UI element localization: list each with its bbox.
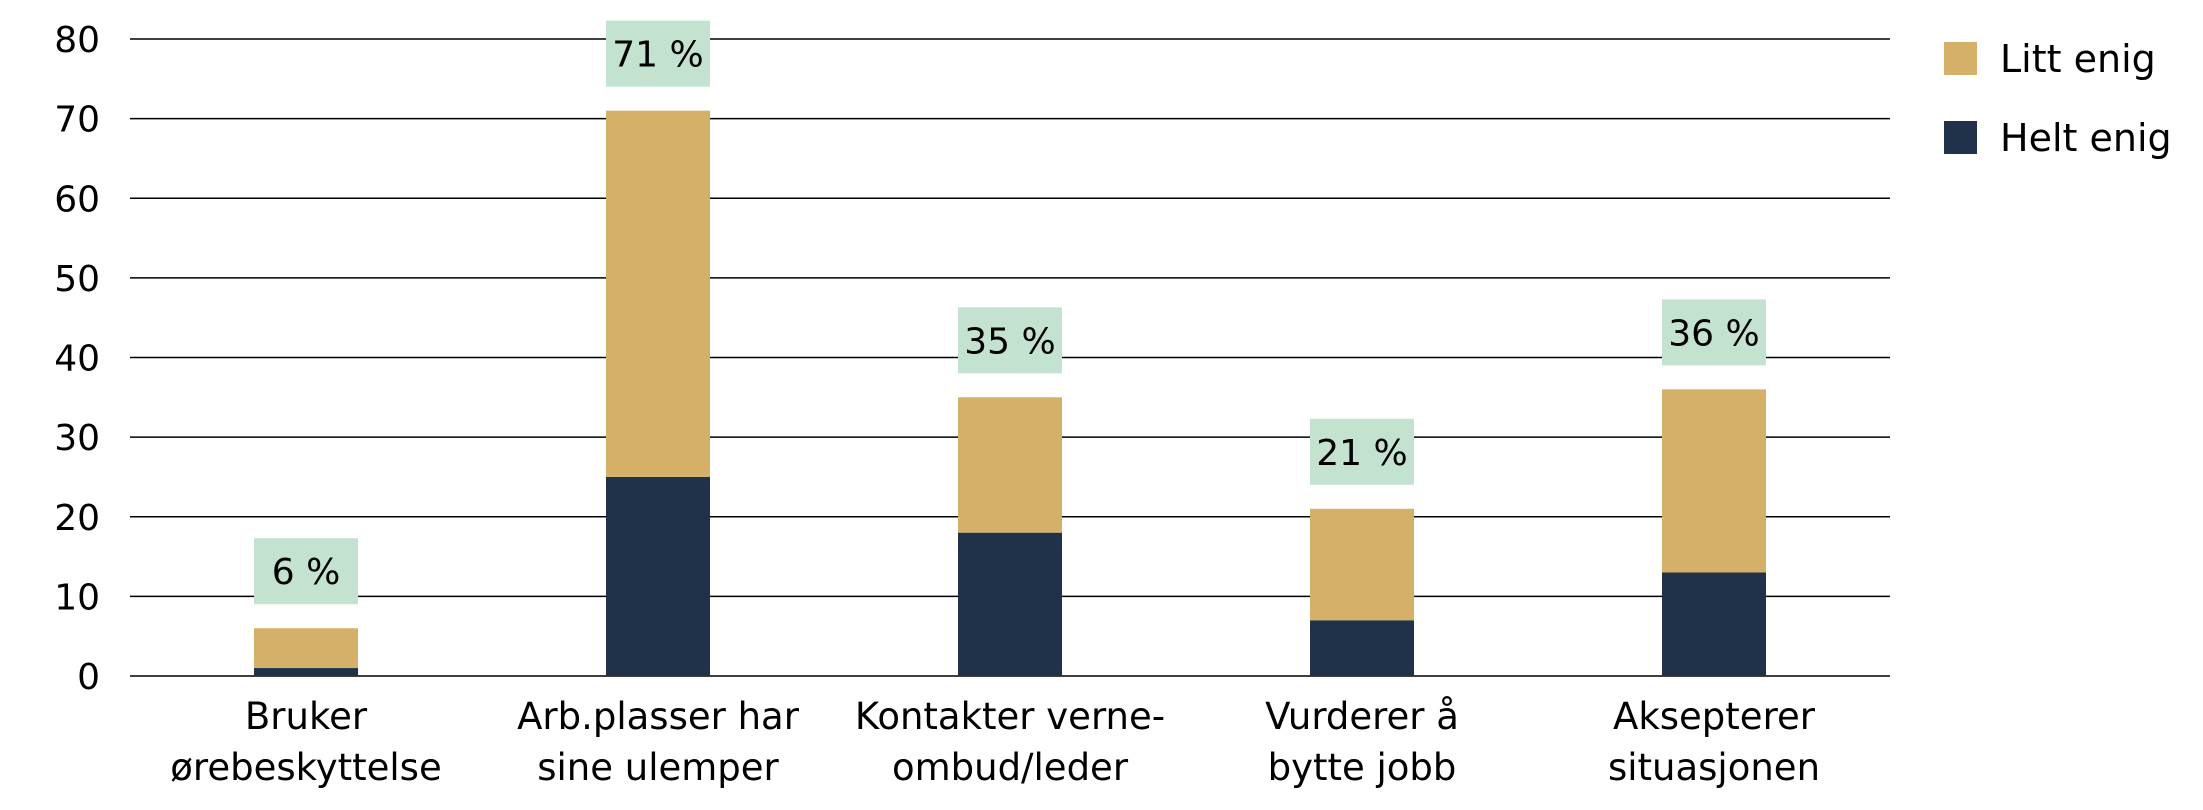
x-tick-label: Kontakter verne- — [855, 695, 1165, 738]
y-tick-label: 30 — [54, 418, 100, 459]
total-label-text: 21 % — [1316, 433, 1407, 474]
x-tick-label: ørebeskyttelse — [170, 746, 441, 789]
total-label: 35 % — [958, 307, 1062, 374]
y-tick-label: 60 — [54, 179, 100, 220]
bar-helt-enig — [1310, 620, 1414, 676]
bar-litt-enig — [254, 628, 358, 669]
bar-litt-enig — [1310, 508, 1414, 621]
y-tick-label: 70 — [54, 100, 100, 141]
total-label-text: 6 % — [272, 552, 341, 593]
x-axis: Bruker ørebeskyttelse Arb.plasser har sine … — [170, 695, 1820, 789]
y-tick-label: 0 — [77, 657, 100, 698]
legend-label: Helt enig — [2000, 116, 2172, 160]
x-tick-label: ombud/leder — [892, 746, 1129, 789]
bar-litt-enig — [606, 110, 710, 477]
x-tick-label: Aksepterer — [1613, 695, 1816, 738]
total-labels: 6 % 71 % 35 % 21 % 36 % — [254, 20, 1766, 605]
legend-item: Litt enig — [1944, 37, 2156, 81]
bar-helt-enig — [606, 476, 710, 676]
legend-swatch — [1944, 42, 1977, 75]
x-tick-label: Bruker — [245, 695, 368, 738]
total-label-box — [1310, 418, 1414, 485]
legend-item: Helt enig — [1944, 116, 2172, 160]
bar-helt-enig — [958, 532, 1062, 676]
y-tick-label: 10 — [54, 577, 100, 618]
legend-label: Litt enig — [2000, 37, 2156, 81]
bar-litt-enig — [1662, 389, 1766, 573]
y-tick-label: 50 — [54, 259, 100, 300]
total-label-text: 35 % — [964, 321, 1055, 362]
total-label-box — [958, 307, 1062, 374]
bar-helt-enig — [1662, 572, 1766, 676]
total-label: 21 % — [1310, 418, 1414, 485]
x-tick-label: Vurderer å — [1265, 695, 1459, 738]
total-label-box — [254, 538, 358, 605]
bar-litt-enig — [958, 397, 1062, 533]
legend-swatch — [1944, 121, 1977, 154]
x-tick-label: Arb.plasser har — [517, 695, 800, 738]
total-label: 36 % — [1662, 299, 1766, 366]
total-label-box — [1662, 299, 1766, 366]
total-label: 6 % — [254, 538, 358, 605]
x-tick-label: bytte jobb — [1268, 746, 1457, 789]
y-tick-label: 80 — [54, 20, 100, 61]
total-label: 71 % — [606, 20, 710, 87]
bar-helt-enig — [254, 668, 358, 676]
total-label-box — [606, 20, 710, 87]
y-axis: 0 10 20 30 40 50 60 70 80 — [54, 20, 100, 698]
total-label-text: 71 % — [612, 35, 703, 76]
x-tick-label: situasjonen — [1608, 746, 1820, 789]
bars — [254, 110, 1766, 676]
x-tick-label: sine ulemper — [537, 746, 779, 789]
y-tick-label: 20 — [54, 498, 100, 539]
legend: Litt enig Helt enig — [1944, 37, 2172, 160]
y-tick-label: 40 — [54, 339, 100, 380]
total-label-text: 36 % — [1668, 313, 1759, 354]
